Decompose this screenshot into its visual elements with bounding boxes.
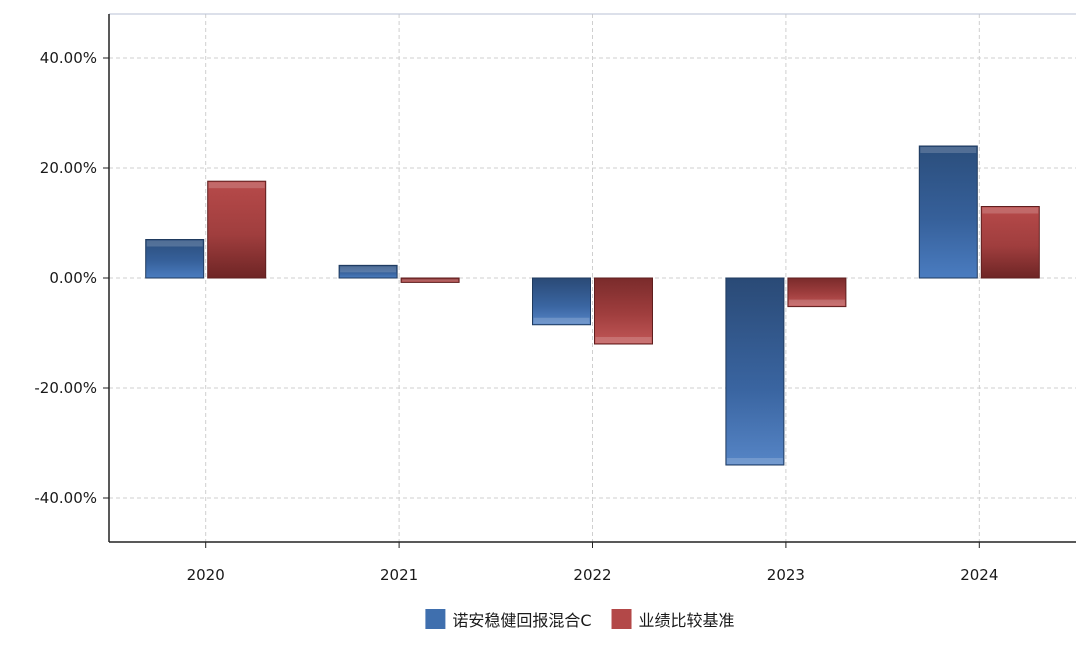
bars — [145, 145, 1040, 466]
bar-rect[interactable] — [787, 277, 847, 308]
bar-fund-2023[interactable] — [725, 277, 785, 466]
bar-benchmark-2020[interactable] — [207, 180, 267, 279]
legend-swatch — [611, 609, 632, 629]
y-tick-label: 40.00% — [40, 49, 97, 67]
bar-bevel — [208, 182, 265, 189]
bar-rect[interactable] — [207, 180, 267, 279]
y-tick-label: 0.00% — [49, 269, 97, 287]
bar-bevel — [533, 317, 590, 324]
bar-fund-2020[interactable] — [145, 239, 205, 279]
bar-rect[interactable] — [594, 277, 653, 345]
bar-bevel — [595, 337, 652, 343]
legend-label: 诺安稳健回报混合C — [452, 611, 591, 630]
bar-fund-2022[interactable] — [532, 277, 591, 326]
bar-rect[interactable] — [145, 239, 205, 279]
bar-rect[interactable] — [980, 206, 1040, 279]
bar-benchmark-2021[interactable] — [400, 277, 460, 283]
legend: 诺安稳健回报混合C 业绩比较基准 — [425, 609, 735, 630]
bar-fund-2021[interactable] — [338, 264, 398, 279]
bar-rect[interactable] — [918, 145, 978, 279]
bar-bevel — [146, 240, 203, 247]
grid-lines — [109, 14, 1076, 542]
bar-rect[interactable] — [338, 264, 398, 279]
bar-bevel — [402, 279, 459, 282]
bar-fund-2024[interactable] — [918, 145, 978, 279]
legend-item-fund[interactable]: 诺安稳健回报混合C — [425, 609, 592, 630]
bar-bevel — [788, 299, 845, 306]
bar-rect[interactable] — [725, 277, 785, 466]
bar-bevel — [340, 266, 397, 273]
bar-benchmark-2023[interactable] — [787, 277, 847, 308]
y-tick-label: -20.00% — [34, 379, 97, 397]
bar-rect[interactable] — [532, 277, 591, 326]
bar-benchmark-2022[interactable] — [594, 277, 653, 345]
bar-bevel — [726, 458, 783, 464]
legend-swatch — [425, 609, 446, 629]
axes — [103, 13, 1076, 548]
y-tick-label: -40.00% — [34, 489, 97, 507]
bar-bevel — [920, 147, 977, 153]
tick-labels: -40.00% -20.00% 0.00% 20.00% 40.00% 2020 2021 2… — [34, 49, 998, 584]
y-tick-label: 20.00% — [40, 159, 97, 177]
legend-label: 业绩比较基准 — [639, 611, 735, 630]
x-tick-label: 2022 — [573, 566, 611, 584]
x-tick-label: 2023 — [767, 566, 805, 584]
bar-rect[interactable] — [400, 277, 460, 283]
legend-item-benchmark[interactable]: 业绩比较基准 — [611, 609, 735, 630]
x-tick-label: 2020 — [187, 566, 225, 584]
x-tick-label: 2021 — [380, 566, 418, 584]
x-tick-label: 2024 — [960, 566, 998, 584]
bar-bevel — [982, 207, 1039, 214]
bar-benchmark-2024[interactable] — [980, 206, 1040, 279]
